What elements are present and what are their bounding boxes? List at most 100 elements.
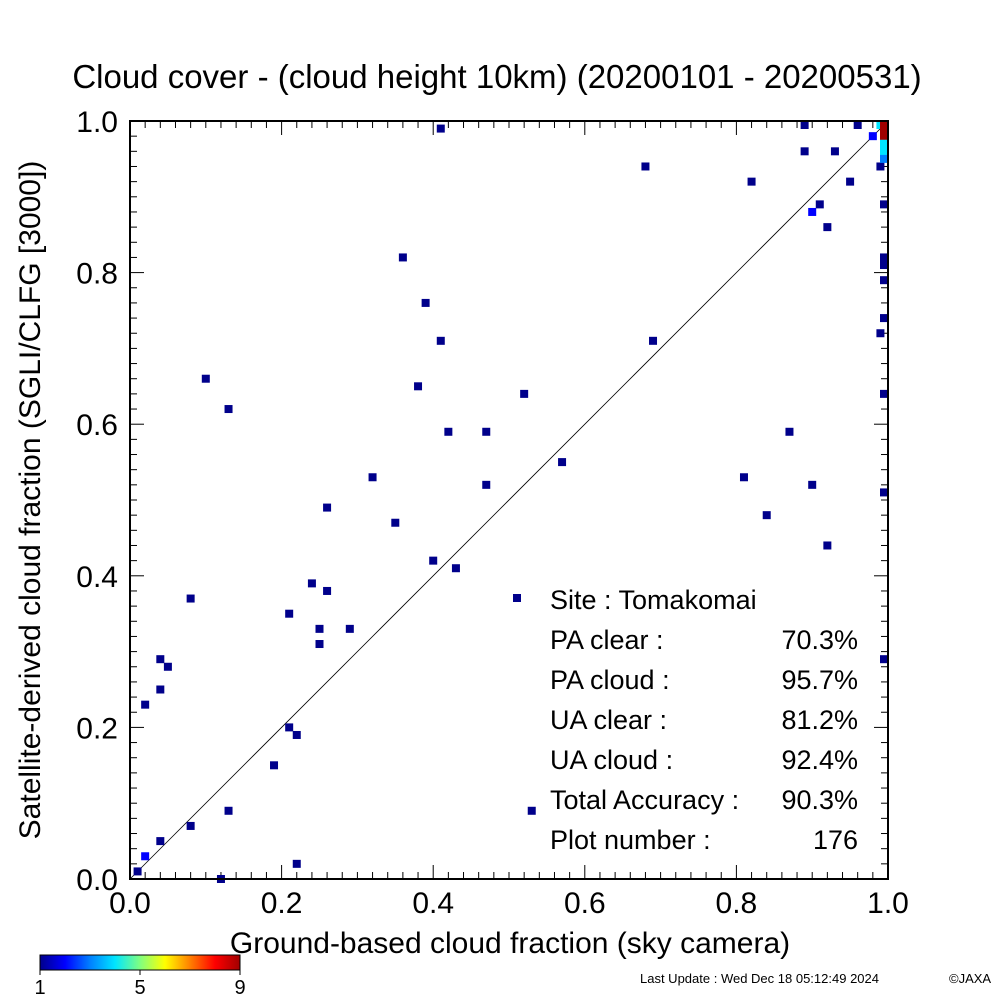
data-point (800, 147, 809, 156)
colorbar-tick-label: 5 (134, 977, 145, 999)
data-point (880, 276, 888, 285)
x-axis-label: Ground-based cloud fraction (sky camera) (230, 927, 790, 960)
data-point (880, 655, 888, 664)
data-point (201, 374, 210, 383)
data-point (398, 253, 407, 262)
data-point (815, 200, 824, 209)
data-point (823, 541, 832, 550)
data-point (880, 314, 888, 323)
data-point (641, 162, 650, 171)
y-tick-label: 0.6 (76, 409, 118, 442)
data-point (558, 458, 567, 467)
legend-stat-label: UA clear : (550, 705, 667, 735)
data-point (163, 662, 172, 671)
colorbar-tick-label: 1 (34, 977, 45, 999)
chart-title: Cloud cover - (cloud height 10km) (20200… (72, 58, 921, 95)
y-tick-label: 0.8 (76, 258, 118, 291)
data-point (315, 624, 324, 633)
y-tick-label: 0.2 (76, 712, 118, 745)
data-point (520, 389, 529, 398)
x-tick-label: 0.6 (564, 887, 606, 920)
legend-stat-label: UA cloud : (550, 745, 673, 775)
colorbar: 1 5 9 (34, 954, 246, 999)
legend-stat-value: 70.3% (781, 625, 858, 655)
colorbar-tick-label: 9 (234, 977, 245, 999)
x-tick-label: 1.0 (867, 887, 909, 920)
legend-stat-value: 81.2% (781, 705, 858, 735)
reference-line-1to1 (129, 120, 889, 880)
data-point (156, 837, 165, 846)
legend-stat-value: 95.7% (781, 665, 858, 695)
plot-frame (129, 120, 889, 880)
data-point (830, 147, 839, 156)
data-point (451, 564, 460, 573)
data-point (880, 147, 888, 156)
x-tick-label: 0.2 (261, 887, 303, 920)
data-point (345, 624, 354, 633)
data-point (853, 121, 862, 129)
data-point (315, 640, 324, 649)
colorbar-gradient (39, 954, 241, 971)
data-point (292, 730, 301, 739)
data-point (823, 223, 832, 232)
legend-marker (513, 594, 521, 602)
last-update-text: Last Update : Wed Dec 18 05:12:49 2024 (640, 971, 879, 986)
data-point (285, 723, 294, 732)
data-point (444, 427, 453, 436)
data-point (224, 405, 233, 414)
data-point (846, 177, 855, 186)
stats-legend: Site : Tomakomai PA clear : 70.3% PA cloud… (513, 585, 858, 855)
data-point (186, 594, 195, 603)
tick-labels: 0.0 0.2 0.4 0.6 0.8 1.0 0.0 0.2 0.4 0.6 0.8 1.0 (76, 106, 909, 920)
data-point (880, 154, 888, 163)
copyright-text: ©JAXA (949, 971, 991, 986)
data-point (156, 655, 165, 664)
legend-stat-value: 90.3% (781, 785, 858, 815)
data-point (800, 121, 809, 129)
data-point (285, 609, 294, 618)
legend-stat-value: 176 (813, 825, 858, 855)
data-point (323, 503, 332, 512)
data-point (880, 132, 888, 141)
data-point (785, 427, 794, 436)
legend-stat-value: 92.4% (781, 745, 858, 775)
y-axis-label: Satellite-derived cloud fraction (SGLI/C… (14, 161, 47, 840)
data-point (482, 480, 491, 489)
data-point (868, 132, 877, 141)
legend-stat-label: PA clear : (550, 625, 664, 655)
data-point (323, 586, 332, 595)
y-tick-label: 1.0 (76, 106, 118, 139)
x-tick-label: 0.0 (109, 887, 151, 920)
data-point (133, 867, 142, 876)
data-point (808, 207, 817, 216)
plot-area: 0.0 0.2 0.4 0.6 0.8 1.0 0.0 0.2 0.4 0.6 0.8 1.0 (76, 106, 909, 920)
data-point (482, 427, 491, 436)
data-point (391, 518, 400, 527)
data-points (133, 121, 888, 883)
data-point (270, 761, 279, 770)
y-tick-label: 0.4 (76, 561, 118, 594)
x-tick-label: 0.8 (716, 887, 758, 920)
data-point (292, 859, 301, 868)
data-point (739, 473, 748, 482)
data-point (224, 806, 233, 815)
data-point (429, 556, 438, 565)
data-point (436, 336, 445, 345)
legend-stat-label: PA cloud : (550, 665, 670, 695)
data-point (876, 162, 885, 171)
data-point (414, 382, 423, 391)
data-point (156, 685, 165, 694)
data-point (421, 298, 430, 307)
data-point (527, 806, 536, 815)
data-point (368, 473, 377, 482)
data-point (762, 511, 771, 520)
axis-ticks (129, 120, 889, 880)
data-point (880, 200, 888, 209)
data-point (880, 139, 888, 148)
data-point (307, 579, 316, 588)
data-point (808, 480, 817, 489)
legend-site: Site : Tomakomai (550, 585, 757, 615)
data-point (141, 700, 150, 709)
data-point (880, 488, 888, 497)
